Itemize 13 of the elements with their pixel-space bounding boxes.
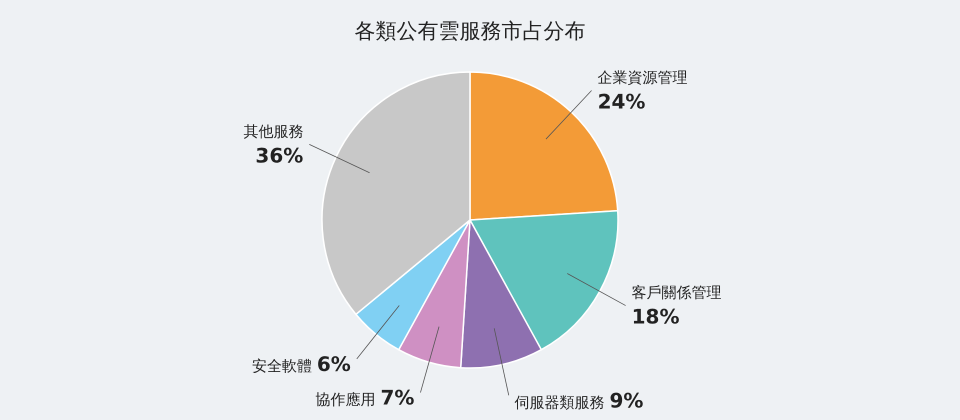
data-label: 24% xyxy=(598,90,646,114)
slice-label: 其他服務 xyxy=(243,122,304,140)
data-label: 9% xyxy=(610,388,644,412)
data-label: 36% xyxy=(255,143,304,168)
slice-label: 伺服器類服務 xyxy=(514,393,610,412)
data-label: 6% xyxy=(316,352,351,376)
data-label: 18% xyxy=(632,304,680,329)
slice-label: 企業資源管理 xyxy=(598,68,688,87)
slice-label: 協作應用 xyxy=(316,390,380,409)
chart-title: 各類公有雲服務市占分布 xyxy=(354,19,586,43)
slice-label: 客戶關係管理 xyxy=(632,284,722,302)
data-label: 7% xyxy=(380,386,414,410)
slice-label: 安全軟體 xyxy=(252,356,317,375)
